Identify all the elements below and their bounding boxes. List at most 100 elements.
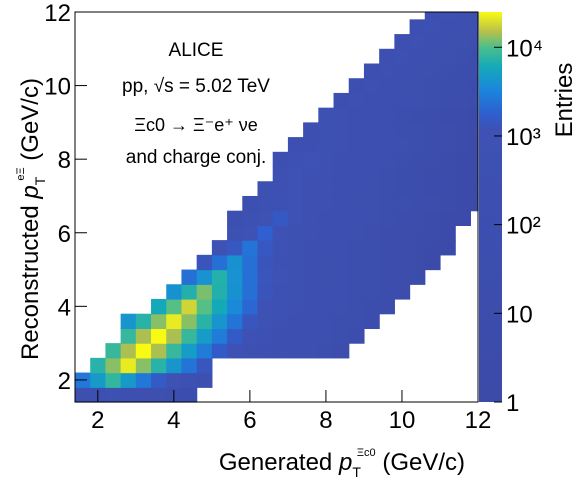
heatmap-cell bbox=[470, 19, 479, 35]
heatmap-cell bbox=[470, 78, 479, 94]
heatmap-cell bbox=[318, 269, 335, 285]
z-tick-label: 1 bbox=[506, 390, 519, 417]
heatmap-cell bbox=[120, 328, 137, 344]
heatmap-cell bbox=[409, 137, 426, 153]
heatmap-cell bbox=[424, 92, 441, 109]
heatmap-cell bbox=[120, 357, 137, 374]
heatmap-cell bbox=[363, 225, 380, 241]
heatmap-cell bbox=[348, 195, 365, 212]
heatmap-cell bbox=[439, 240, 456, 256]
heatmap-cell bbox=[333, 225, 350, 241]
x-tick-label: 10 bbox=[389, 407, 416, 434]
heatmap-cell bbox=[379, 122, 395, 138]
heatmap-cell bbox=[287, 240, 304, 256]
heatmap-cell bbox=[363, 63, 380, 79]
heatmap-cell bbox=[333, 240, 350, 256]
heatmap-cell bbox=[105, 387, 122, 403]
heatmap-cell bbox=[424, 151, 441, 168]
heatmap-cell bbox=[409, 151, 426, 168]
heatmap-cell bbox=[470, 92, 479, 109]
heatmap-cell bbox=[348, 107, 365, 123]
heatmap-cell bbox=[227, 328, 243, 344]
heatmap-cell bbox=[470, 195, 479, 212]
heatmap-cell bbox=[409, 195, 426, 212]
heatmap-cell bbox=[409, 210, 426, 226]
heatmap-cell bbox=[166, 357, 183, 374]
heatmap-cell bbox=[303, 343, 319, 359]
heatmap-cell bbox=[424, 63, 441, 79]
color-scale-bar bbox=[479, 12, 502, 402]
heatmap-cell bbox=[455, 107, 471, 123]
heatmap-cell bbox=[348, 78, 365, 94]
heatmap-cell bbox=[333, 195, 350, 212]
heatmap-cell bbox=[379, 269, 395, 285]
heatmap-cell bbox=[318, 107, 335, 123]
heatmap-cell bbox=[379, 151, 395, 168]
heatmap-cell bbox=[242, 195, 259, 212]
heatmap-cell bbox=[348, 298, 365, 315]
heatmap-cell bbox=[151, 357, 167, 374]
heatmap-cell bbox=[303, 284, 319, 300]
heatmap-cell bbox=[439, 137, 456, 153]
heatmap-cell bbox=[409, 78, 426, 94]
y-tick-label: 12 bbox=[44, 0, 71, 27]
z-tick-label: 10 bbox=[506, 301, 533, 328]
heatmap-cell bbox=[333, 166, 350, 182]
heatmap-cell bbox=[439, 63, 456, 79]
x-tick-label: 8 bbox=[319, 407, 332, 434]
heatmap-cell bbox=[409, 269, 426, 285]
heatmap-cell bbox=[348, 166, 365, 182]
heatmap-cell bbox=[181, 313, 198, 330]
heatmap-cell bbox=[211, 240, 228, 256]
heatmap-cell bbox=[439, 195, 456, 212]
heatmap-cell bbox=[470, 12, 479, 20]
heatmap-cell bbox=[287, 166, 304, 182]
annotation-decay-channel: Ξc0 → Ξ⁻e⁺ νe bbox=[134, 115, 257, 135]
x-tick-label: 12 bbox=[465, 407, 492, 434]
heatmap-cell bbox=[470, 166, 479, 182]
heatmap-cell bbox=[348, 269, 365, 285]
heatmap-cell bbox=[151, 298, 167, 315]
heatmap-cell bbox=[409, 225, 426, 241]
heatmap-cell bbox=[318, 240, 335, 256]
heatmap-cell bbox=[455, 63, 471, 79]
heatmap-cell bbox=[424, 48, 441, 65]
heatmap-cell bbox=[439, 166, 456, 182]
heatmap-cell bbox=[211, 254, 228, 271]
heatmap-cell bbox=[242, 269, 259, 285]
heatmap-cell bbox=[211, 343, 228, 359]
heatmap-cell bbox=[394, 34, 411, 50]
heatmap-cell bbox=[227, 240, 243, 256]
heatmap-cell bbox=[439, 19, 456, 35]
heatmap-cell bbox=[287, 225, 304, 241]
heatmap-cell bbox=[424, 195, 441, 212]
heatmap-cell bbox=[287, 284, 304, 300]
heatmap-cell bbox=[196, 254, 213, 271]
heatmap-cell bbox=[363, 240, 380, 256]
heatmap-cell bbox=[166, 313, 183, 330]
heatmap-cell bbox=[379, 92, 395, 109]
heatmap-cell bbox=[287, 313, 304, 330]
heatmap-cell bbox=[348, 181, 365, 197]
heatmap-cell bbox=[272, 328, 289, 344]
heatmap-cell bbox=[227, 210, 243, 226]
heatmap-cell bbox=[196, 357, 213, 374]
heatmap-cell bbox=[318, 166, 335, 182]
color-scale-axis: 1 10 10² 10³ 10⁴ bbox=[494, 35, 543, 417]
heatmap-cell bbox=[394, 240, 411, 256]
heatmap-cell bbox=[424, 122, 441, 138]
heatmap-cell bbox=[242, 240, 259, 256]
heatmap-cell bbox=[105, 357, 122, 374]
heatmap-cell bbox=[333, 269, 350, 285]
heatmap-cell bbox=[120, 387, 137, 403]
heatmap-cell bbox=[363, 107, 380, 123]
heatmap-cell bbox=[211, 284, 228, 300]
heatmap-cell bbox=[257, 298, 274, 315]
heatmap-cell bbox=[272, 181, 289, 197]
heatmap-cell bbox=[394, 92, 411, 109]
heatmap-cell bbox=[424, 210, 441, 226]
heatmap-cell bbox=[135, 328, 152, 344]
heatmap-cell bbox=[470, 107, 479, 123]
heatmap-cell bbox=[363, 269, 380, 285]
heatmap-cell bbox=[455, 122, 471, 138]
